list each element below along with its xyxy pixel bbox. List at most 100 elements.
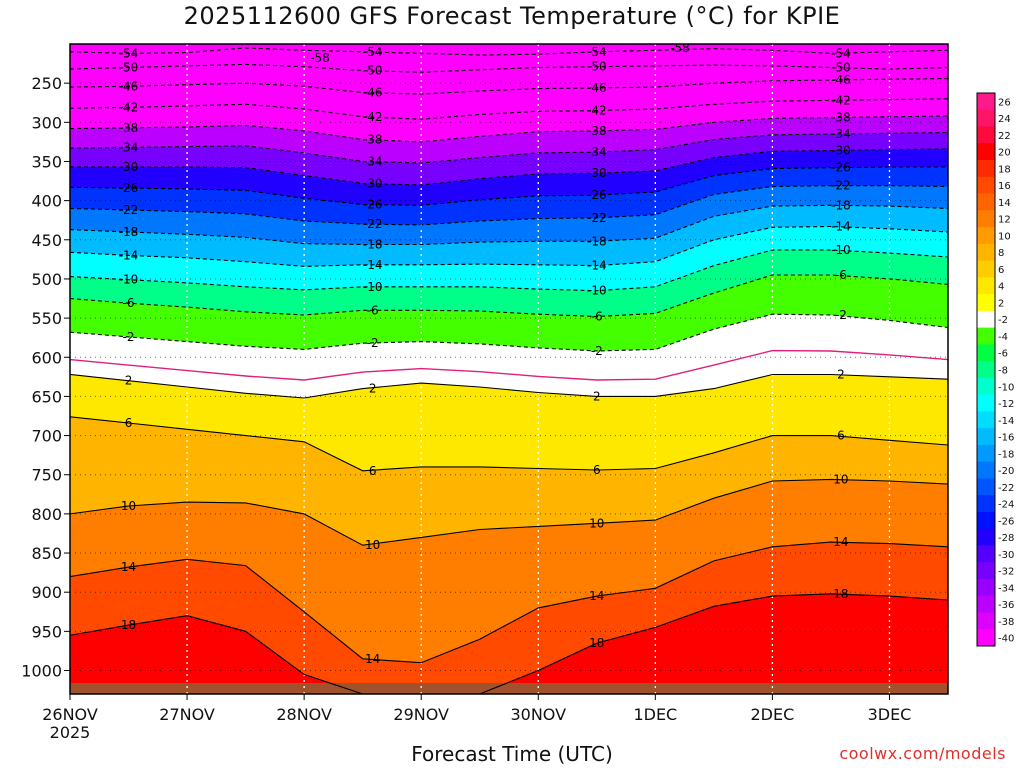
contour-label: -26 xyxy=(587,188,607,202)
colorbar-swatch xyxy=(977,193,995,211)
y-tick-label: 850 xyxy=(31,544,62,563)
contour-label: -6 xyxy=(123,296,135,310)
colorbar-label: -2 xyxy=(998,315,1008,326)
colorbar-label: -20 xyxy=(998,466,1014,477)
x-axis-label: Forecast Time (UTC) xyxy=(411,742,613,766)
y-tick-label: 300 xyxy=(31,113,62,132)
contour-label: -2 xyxy=(123,330,135,344)
contour-label: 14 xyxy=(589,589,604,603)
colorbar-label: -38 xyxy=(998,617,1014,628)
colorbar-label: -34 xyxy=(998,583,1014,594)
colorbar-swatch xyxy=(977,495,995,513)
contour-label: -42 xyxy=(119,100,139,114)
site-credit[interactable]: coolwx.com/models xyxy=(839,744,1006,763)
colorbar-label: -40 xyxy=(998,634,1014,645)
contour-label: -10 xyxy=(119,273,139,287)
contour--14 xyxy=(70,225,948,267)
contour-label: -54 xyxy=(587,45,607,59)
contour-label: -22 xyxy=(831,179,851,193)
y-tick-label: 750 xyxy=(31,466,62,485)
colorbar-swatch xyxy=(977,143,995,161)
y-tick-label: 700 xyxy=(31,427,62,446)
colorbar-swatch xyxy=(977,444,995,463)
colorbar-label: -4 xyxy=(998,332,1008,343)
colorbar-swatch xyxy=(977,545,995,563)
contour-label: -38 xyxy=(831,111,851,125)
colorbar-label: -16 xyxy=(998,433,1014,444)
contour-label: -14 xyxy=(119,248,139,262)
contour-label: 14 xyxy=(365,652,380,666)
colorbar-label: -28 xyxy=(998,533,1014,544)
contour-label: -34 xyxy=(363,154,383,168)
colorbar-label: -22 xyxy=(998,483,1014,494)
contour-2 xyxy=(70,373,948,399)
contour-label: -10 xyxy=(363,280,383,294)
y-tick-label: 500 xyxy=(31,270,62,289)
contour-label: -46 xyxy=(831,73,851,87)
colorbar-swatch xyxy=(977,243,995,262)
colorbar-label: -26 xyxy=(998,516,1014,527)
colorbar-swatch xyxy=(977,511,995,530)
y-tick-label: 900 xyxy=(31,583,62,602)
contour--26 xyxy=(70,166,948,206)
colorbar-frame xyxy=(976,92,996,647)
contour-label: 2 xyxy=(837,367,845,381)
colorbar-swatch xyxy=(977,126,995,144)
contour-label: -46 xyxy=(119,79,139,93)
colorbar-swatch xyxy=(977,629,995,647)
contour-label: 10 xyxy=(589,516,604,530)
colorbar-swatch xyxy=(977,478,995,496)
x-tick-label: 26NOV xyxy=(42,705,98,724)
contour-14 xyxy=(70,541,948,664)
colorbar-swatch xyxy=(977,210,995,228)
contour-label: -30 xyxy=(119,160,139,174)
contour-label: -18 xyxy=(587,234,607,248)
contour-label: -38 xyxy=(587,124,607,138)
colorbar-swatch xyxy=(977,612,995,630)
colorbar-swatch xyxy=(977,428,995,446)
colorbar-label: -8 xyxy=(998,366,1008,377)
colorbar-swatch xyxy=(977,227,995,245)
y-tick-label: 800 xyxy=(31,505,62,524)
colorbar-swatch xyxy=(977,93,995,111)
contour-label: -26 xyxy=(831,161,851,175)
contour-label: -38 xyxy=(119,121,139,135)
contour-label: -22 xyxy=(363,217,383,231)
contour-label: 2 xyxy=(125,374,133,388)
contour-label: -46 xyxy=(363,86,383,100)
colorbar-label: 8 xyxy=(998,248,1004,259)
contour-label: -30 xyxy=(587,166,607,180)
x-year-label: 2025 xyxy=(50,723,91,742)
contour-10 xyxy=(70,478,948,546)
contour-label: 6 xyxy=(837,429,845,443)
colorbar-label: -18 xyxy=(998,449,1014,460)
colorbar-swatch xyxy=(977,377,995,396)
colorbar-swatch xyxy=(977,528,995,546)
contour-label: 14 xyxy=(833,535,848,549)
contour-label: -50 xyxy=(831,60,851,74)
y-tick-label: 250 xyxy=(31,74,62,93)
contour-label: -30 xyxy=(831,144,851,158)
colorbar-swatch xyxy=(977,361,995,379)
colorbar-label: 26 xyxy=(998,97,1011,108)
colorbar-swatch xyxy=(977,411,995,429)
band-above-18 xyxy=(70,593,948,694)
contour--30 xyxy=(70,148,948,186)
colorbar-swatch xyxy=(977,461,995,479)
ground-strip xyxy=(70,683,948,694)
colorbar-label: 14 xyxy=(998,198,1011,209)
colorbar-swatch xyxy=(977,344,995,362)
y-tick-label: 1000 xyxy=(21,662,62,681)
colorbar-label: -6 xyxy=(998,349,1008,360)
temperature-field: -54 -54 -54 -54-50 -50 -50 -50-46 -46 -46-46-42-… xyxy=(70,44,948,694)
contour-label: 18 xyxy=(589,636,604,650)
contour--22 xyxy=(70,185,948,226)
colorbar-label: -14 xyxy=(998,416,1014,427)
colorbar-label: -32 xyxy=(998,567,1014,578)
contour-label: -6 xyxy=(835,268,847,282)
contour-label: -54 xyxy=(119,46,139,60)
colorbar-swatch xyxy=(977,310,995,329)
contour-label: -34 xyxy=(119,140,139,154)
contour--18 xyxy=(70,204,948,246)
colorbar-swatch xyxy=(977,595,995,613)
